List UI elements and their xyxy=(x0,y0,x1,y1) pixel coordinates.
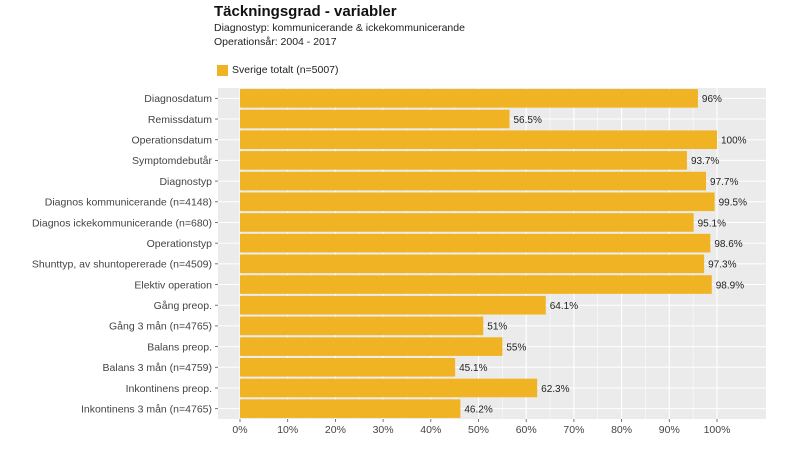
legend-swatch xyxy=(217,64,228,76)
bar xyxy=(240,357,456,377)
data-label: 97.7% xyxy=(710,177,738,188)
x-tick-label: 20% xyxy=(325,424,346,436)
x-tick-label: 40% xyxy=(420,424,441,436)
data-label: 98.9% xyxy=(716,280,744,291)
category-label: Diagnos kommunicerande (n=4148) xyxy=(45,197,212,209)
category-label: Elektiv operation xyxy=(134,279,212,291)
data-label: 96% xyxy=(702,94,722,105)
bar xyxy=(240,337,503,356)
bar xyxy=(240,151,687,170)
category-label: Symptomdebutår xyxy=(132,155,212,167)
x-tick-label: 60% xyxy=(516,424,537,436)
category-label: Diagnosdatum xyxy=(144,93,212,105)
bar xyxy=(240,295,546,315)
x-tick-label: 10% xyxy=(277,424,298,436)
bar xyxy=(240,171,707,191)
bar xyxy=(240,254,705,274)
data-label: 55% xyxy=(506,342,526,353)
data-label: 46.2% xyxy=(464,404,492,415)
data-label: 95.1% xyxy=(698,218,726,229)
bar xyxy=(240,233,711,253)
x-tick-label: 30% xyxy=(373,424,394,436)
category-label: Inkontinens preop. xyxy=(126,383,212,395)
data-label: 51% xyxy=(487,322,507,333)
data-label: 99.5% xyxy=(719,198,747,209)
category-label: Inkontinens 3 mån (n=4765) xyxy=(81,403,212,415)
legend-label: Sverige totalt (n=5007) xyxy=(232,64,339,76)
bar xyxy=(240,130,717,150)
bar xyxy=(240,378,538,398)
category-label: Balans preop. xyxy=(147,341,212,353)
category-label: Gång 3 mån (n=4765) xyxy=(109,321,212,333)
category-label: Gång preop. xyxy=(154,300,212,312)
data-label: 98.6% xyxy=(714,239,742,250)
x-tick-label: 80% xyxy=(611,424,632,436)
bar xyxy=(240,213,694,232)
category-label: Operationstyp xyxy=(147,238,213,250)
chart-subtitle-diagnosis: Diagnostyp: kommunicerande & ickekommuni… xyxy=(214,22,465,34)
category-label: Diagnos ickekommunicerande (n=680) xyxy=(32,217,212,229)
category-label: Remissdatum xyxy=(148,114,212,126)
data-label: 93.7% xyxy=(691,156,719,167)
x-tick-label: 90% xyxy=(659,424,680,436)
category-label: Operationsdatum xyxy=(131,135,212,147)
bar xyxy=(240,316,484,336)
bar xyxy=(240,89,698,108)
data-label: 64.1% xyxy=(550,301,578,312)
chart-title: Täckningsgrad - variabler xyxy=(214,3,397,20)
bar xyxy=(240,192,715,212)
legend: Sverige totalt (n=5007) xyxy=(217,64,339,76)
x-tick-label: 100% xyxy=(704,424,731,436)
data-label: 56.5% xyxy=(514,115,542,126)
x-tick-label: 70% xyxy=(563,424,584,436)
data-label: 45.1% xyxy=(459,363,487,374)
bar xyxy=(240,275,712,294)
bar xyxy=(240,399,461,418)
category-label: Diagnostyp xyxy=(159,176,212,188)
data-label: 62.3% xyxy=(541,384,569,395)
bar xyxy=(240,109,510,129)
x-tick-label: 0% xyxy=(232,424,247,436)
category-label: Shunttyp, av shuntopererade (n=4509) xyxy=(32,259,212,271)
chart-subtitle-years: Operationsår: 2004 - 2017 xyxy=(214,36,337,48)
data-label: 97.3% xyxy=(708,260,736,271)
x-tick-label: 50% xyxy=(468,424,489,436)
data-label: 100% xyxy=(721,136,747,147)
category-label: Balans 3 mån (n=4759) xyxy=(103,362,212,374)
